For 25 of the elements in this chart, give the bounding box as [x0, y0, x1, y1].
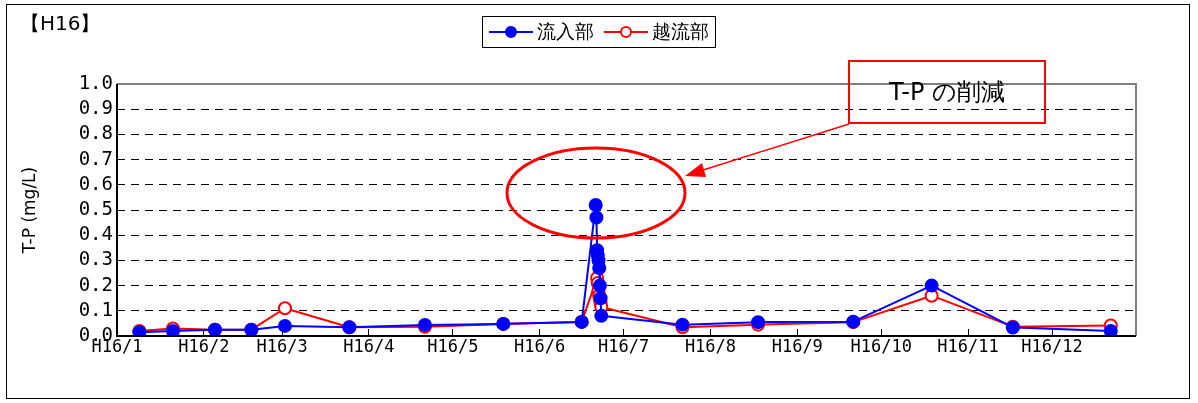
x-tick-label: H16/6	[514, 335, 566, 356]
legend-label: 流入部	[537, 19, 594, 44]
x-tick-label: H16/9	[771, 335, 823, 356]
y-tick-label: 0.3	[78, 247, 113, 270]
y-tick-label: 0.7	[78, 146, 113, 169]
x-tick-label: H16/8	[684, 335, 737, 356]
x-tick-label: H16/10	[850, 335, 912, 356]
y-axis-title: T-P (mg/L)	[18, 166, 39, 255]
x-tick-label: H16/11	[937, 335, 999, 356]
x-tick-label: H16/4	[343, 335, 395, 356]
y-tick-label: 0.6	[78, 171, 113, 194]
y-tick-label: 0.9	[78, 96, 113, 119]
x-tick-label: H16/3	[256, 335, 308, 356]
chart-title: 【H16】	[20, 10, 101, 37]
x-tick-label: H16/5	[427, 335, 479, 356]
x-tick-label: H16/12	[1021, 335, 1083, 356]
y-tick-label: 0.4	[78, 222, 113, 245]
y-tick-label: 1.0	[78, 70, 113, 93]
x-tick-label: H16/2	[178, 335, 230, 356]
y-tick-label: 0.5	[78, 196, 113, 219]
x-tick-label: H16/7	[598, 335, 650, 356]
y-tick-label: 0.2	[78, 272, 113, 295]
y-tick-label: 0.1	[78, 297, 113, 320]
legend-label: 越流部	[652, 19, 709, 44]
y-tick-label: 0.8	[78, 121, 113, 144]
